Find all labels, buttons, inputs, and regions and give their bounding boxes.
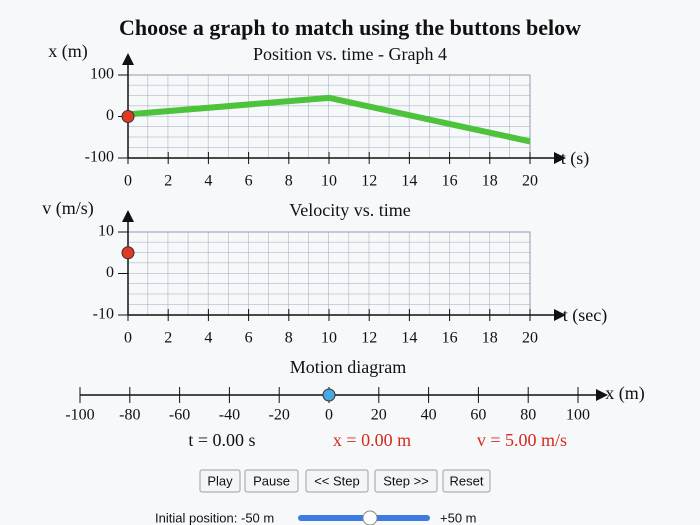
x-tick-label: 18 xyxy=(482,330,498,347)
button-label: << Step xyxy=(314,473,360,488)
x-tick-label: 20 xyxy=(522,330,538,347)
button-face xyxy=(199,469,241,493)
x-tick-label: -100 xyxy=(65,407,94,424)
button-label: Reset xyxy=(450,473,484,488)
y-axis-label: x (m) xyxy=(48,41,88,62)
x-tick-label: 40 xyxy=(421,407,437,424)
button[interactable]: Step >> xyxy=(374,469,438,493)
x-tick-label: 4 xyxy=(204,330,212,347)
button[interactable]: Play xyxy=(199,469,241,493)
current-marker xyxy=(121,246,135,260)
x-tick-label: 2 xyxy=(164,330,172,347)
button[interactable]: Reset xyxy=(442,469,491,493)
chart-title: Velocity vs. time xyxy=(289,200,410,220)
x-tick-label: 14 xyxy=(401,330,417,347)
y-axis-arrow xyxy=(122,210,134,222)
x-tick-label: 0 xyxy=(124,173,132,190)
button[interactable]: Pause xyxy=(244,469,299,493)
button-face xyxy=(244,469,299,493)
x-tick-label: 16 xyxy=(442,330,458,347)
y-tick-label: 0 xyxy=(106,264,114,281)
x-tick-label: 14 xyxy=(401,173,417,190)
y-tick-label: 10 xyxy=(98,223,114,240)
x-tick-label: 0 xyxy=(124,330,132,347)
x-tick-label: -60 xyxy=(169,407,190,424)
x-axis-arrow xyxy=(554,152,566,164)
current-marker xyxy=(121,110,135,123)
number-line-arrow xyxy=(596,389,608,401)
x-tick-label: 12 xyxy=(361,330,377,347)
data-line xyxy=(127,94,531,145)
y-tick-label: 100 xyxy=(90,66,114,83)
page-title: Choose a graph to match using the button… xyxy=(119,15,581,40)
x-tick-label: 6 xyxy=(245,330,253,347)
x-tick-label: 20 xyxy=(522,173,538,190)
button-face xyxy=(442,469,491,493)
plot-grid xyxy=(127,231,531,316)
x-tick-label: -80 xyxy=(119,407,140,424)
x-tick-label: 2 xyxy=(164,173,172,190)
time-readout: t = 0.00 s xyxy=(188,430,255,450)
x-tick-label: 20 xyxy=(371,407,387,424)
x-axis-label: t (s) xyxy=(561,148,590,169)
x-tick-label: 80 xyxy=(520,407,536,424)
x-tick-label: -20 xyxy=(269,407,290,424)
button-label: Play xyxy=(207,473,233,488)
x-tick-label: 10 xyxy=(321,173,337,190)
y-axis-arrow xyxy=(122,53,134,65)
y-tick-label: -10 xyxy=(93,306,114,323)
x-tick-label: 12 xyxy=(361,173,377,190)
x-tick-label: 4 xyxy=(204,173,212,190)
x-tick-label: 0 xyxy=(325,407,333,424)
slider-thumb[interactable] xyxy=(362,510,378,525)
x-tick-label: 10 xyxy=(321,330,337,347)
y-axis-label: v (m/s) xyxy=(42,198,94,219)
button[interactable]: << Step xyxy=(305,469,369,493)
x-axis-label: x (m) xyxy=(605,383,645,404)
x-tick-label: 18 xyxy=(482,173,498,190)
x-tick-label: 60 xyxy=(470,407,486,424)
x-tick-label: 6 xyxy=(245,173,253,190)
chart-title: Motion diagram xyxy=(290,357,406,377)
x-tick-label: -40 xyxy=(219,407,240,424)
x-tick-label: 8 xyxy=(285,173,293,190)
position-readout: x = 0.00 m xyxy=(333,430,411,450)
plot-grid xyxy=(127,74,531,159)
button-face xyxy=(305,469,369,493)
chart-title: Position vs. time - Graph 4 xyxy=(253,44,447,64)
y-tick-label: 0 xyxy=(106,107,114,124)
x-axis-arrow xyxy=(554,309,566,321)
y-tick-label: -100 xyxy=(85,149,114,166)
position-marker xyxy=(322,388,336,402)
x-tick-label: 16 xyxy=(442,173,458,190)
slider-label: Initial position: -50 m xyxy=(155,510,274,525)
x-tick-label: 100 xyxy=(566,407,590,424)
button-label: Pause xyxy=(253,473,290,488)
button-label: Step >> xyxy=(383,473,429,488)
velocity-readout: v = 5.00 m/s xyxy=(477,430,567,450)
x-axis-label: t (sec) xyxy=(563,305,607,326)
button-bar: Play Pause << Step Step >> Reset xyxy=(199,469,491,493)
button-face xyxy=(374,469,438,493)
x-tick-label: 8 xyxy=(285,330,293,347)
slider-max-label: +50 m xyxy=(440,510,477,525)
